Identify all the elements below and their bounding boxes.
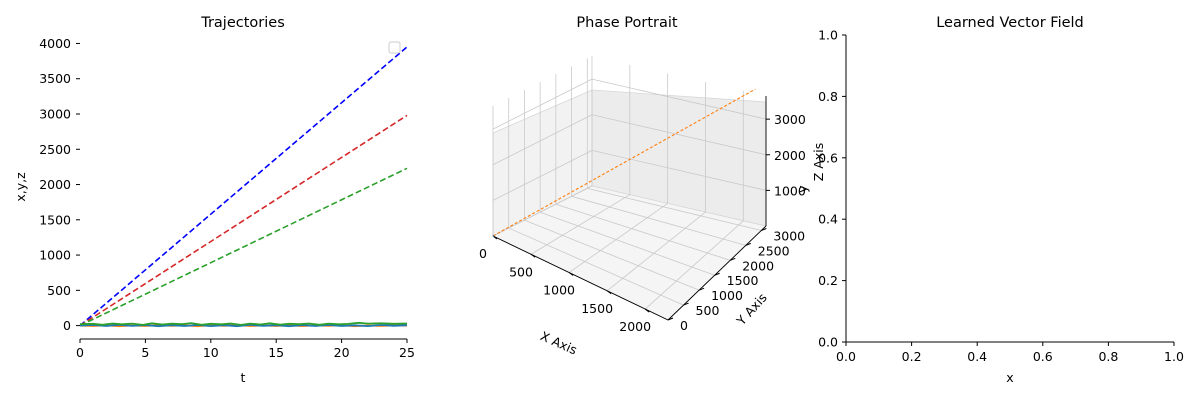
y-gridline <box>524 219 700 291</box>
series-line-5 <box>79 321 408 326</box>
x-gridline <box>606 211 706 292</box>
y-tick-label: 500 <box>696 303 720 318</box>
series-line-4 <box>79 323 408 328</box>
y-gridline <box>571 195 746 246</box>
vector-field-xlabel: x <box>1006 370 1013 385</box>
stray-y-label: y <box>795 185 810 193</box>
trajectories-xlabel: t <box>241 370 246 385</box>
x-gridline <box>492 185 593 237</box>
axis-edge <box>667 225 767 321</box>
y-tick-label: 0 <box>63 318 71 333</box>
x-tick-label: 15 <box>268 345 284 360</box>
x-tick-label: 5 <box>141 345 149 360</box>
legend-box <box>388 41 401 54</box>
z-axis-label: Z Axis <box>811 143 826 181</box>
phase-portrait-series <box>492 88 756 238</box>
phase-portrait-title: Phase Portrait <box>576 15 678 31</box>
trajectory-3d-0 <box>492 88 756 237</box>
x-tick-label: 0.0 <box>836 349 856 364</box>
x-tick-label: 500 <box>509 264 533 279</box>
z-gridline <box>591 149 767 191</box>
x-tick-label: 1500 <box>581 301 613 316</box>
x-gridline <box>568 203 668 273</box>
y-gridline <box>555 203 731 261</box>
y-gridline <box>540 211 715 276</box>
trajectories-ylabel: x,y,z <box>13 172 28 202</box>
x-tick-label: 20 <box>334 345 350 360</box>
x-tick-label: 0.2 <box>902 349 922 364</box>
z-gridline <box>492 114 593 166</box>
z-tick-label: 1000 <box>774 183 806 198</box>
x-tick-label: 2000 <box>619 319 651 334</box>
y-tick-label: 2500 <box>758 243 790 258</box>
trajectories-title: Trajectories <box>200 15 285 31</box>
y-tick-label: 0.2 <box>818 273 838 288</box>
x-tick-label: 1.0 <box>1164 349 1184 364</box>
y-tick-label: 2500 <box>39 142 71 157</box>
x-tick-label: 10 <box>203 345 219 360</box>
trajectories-plot: Trajectories t x,y,z 0 5 10 15 20 25 0 500 1000 1… <box>13 15 415 385</box>
y-tick-label: 1500 <box>727 273 759 288</box>
y-gridline <box>508 227 684 306</box>
y-tick-label: 2000 <box>742 258 774 273</box>
y-tick-label: 1000 <box>39 248 71 263</box>
y-tick-label: 0.6 <box>818 150 838 165</box>
z-tick-label: 2000 <box>774 148 806 163</box>
z-gridline <box>591 114 767 156</box>
x-tick-label: 25 <box>399 345 415 360</box>
y-tick-label: 3500 <box>39 71 71 86</box>
x-tick-label: 0.6 <box>1033 349 1053 364</box>
y-tick-label: 0.4 <box>818 212 838 227</box>
x-tick-label: 0.8 <box>1098 349 1118 364</box>
y-tick-label: 500 <box>47 283 71 298</box>
x-tick-label: 0.4 <box>967 349 987 364</box>
y-tick-label: 1.0 <box>818 28 838 43</box>
y-tick-label: 0.8 <box>818 89 838 104</box>
z-tick-label: 3000 <box>774 112 806 127</box>
x-axis-label: X Axis <box>538 328 579 357</box>
y-tick-label: 0 <box>680 318 688 333</box>
vector-field-axes: 0.0 0.2 0.4 0.6 0.8 1.0 0.0 0.2 0.4 0.6 0.8 1.0 <box>818 28 1184 365</box>
y-tick-label: 1500 <box>39 212 71 227</box>
y-tick-label: 1000 <box>711 288 743 303</box>
phase-portrait-grid <box>492 56 767 321</box>
vector-field-title: Learned Vector Field <box>936 15 1084 31</box>
series-line-0 <box>79 46 408 327</box>
y-tick-label: 4000 <box>39 36 71 51</box>
y-tick-label: 2000 <box>39 177 71 192</box>
x-tick-label: 1000 <box>543 283 575 298</box>
y-tick-label: 3000 <box>39 106 71 121</box>
y-gridline <box>587 187 762 231</box>
x-tick-label: 0 <box>479 246 487 261</box>
y-tick-label: 0.0 <box>818 335 838 350</box>
x-tick-label: 0 <box>76 345 84 360</box>
vector-field-plot: Learned Vector Field x 0.0 0.2 0.4 0.6 0.8 1.… <box>818 15 1184 385</box>
axis-edge <box>492 235 669 321</box>
trajectories-series <box>79 46 408 328</box>
y-tick-label: 3000 <box>773 228 805 243</box>
z-gridline <box>492 150 593 201</box>
z-gridline <box>591 78 767 120</box>
x-gridline <box>644 220 744 310</box>
trajectories-axes: 0 5 10 15 20 25 0 500 1000 1500 2000 2500 3000 3500 40… <box>39 36 415 360</box>
series-line-2 <box>79 167 408 327</box>
series-line-1 <box>79 114 408 327</box>
x-gridline <box>530 194 631 255</box>
z-gridline <box>492 78 593 130</box>
